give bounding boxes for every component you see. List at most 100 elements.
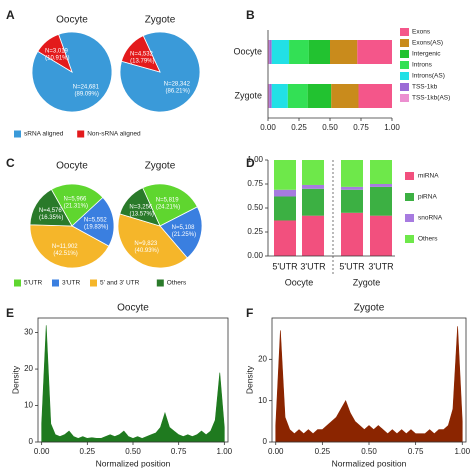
panel-letter: F — [246, 306, 253, 320]
legend-label: 3'UTR — [62, 280, 81, 287]
slice-label-line: N=4,576 — [39, 207, 64, 213]
pie-slice — [117, 213, 188, 269]
pie-slice — [29, 224, 110, 269]
pie-slice — [142, 183, 198, 227]
pie-slice — [159, 206, 203, 259]
legend-swatch — [405, 193, 414, 201]
x-axis-label: Normalized position — [96, 458, 171, 468]
bar-segment — [274, 196, 296, 221]
legend-label: piRNA — [418, 194, 437, 201]
slice-label: N=3,256 (13.57%) — [129, 204, 154, 217]
y-tick-label: 0 — [263, 437, 268, 446]
bar-segment — [274, 220, 296, 256]
x-tick-label: 1.00 — [384, 123, 400, 132]
pie-slice — [37, 33, 73, 73]
y-tick-label: 0 — [29, 437, 34, 446]
x-tick-label: 5'UTR — [339, 261, 365, 271]
legend-label: sRNA aligned — [24, 131, 64, 138]
slice-label: N=4,576 (16.35%) — [39, 207, 64, 220]
bar-segment — [302, 160, 324, 185]
bar-segment — [341, 160, 363, 187]
pie-title: Zygote — [145, 161, 176, 172]
legend-swatch — [156, 279, 164, 287]
slice-label-line: (24.21%) — [156, 204, 180, 210]
legend-label: Others — [418, 236, 438, 243]
bar-segment — [370, 186, 392, 216]
bar-segment — [274, 189, 296, 197]
bar-segment — [271, 40, 290, 64]
x-tick-label: 1.00 — [454, 447, 470, 456]
legend-label: Exons — [412, 29, 431, 36]
legend-swatch — [400, 83, 409, 91]
x-tick-label: 0.50 — [125, 447, 141, 456]
slice-label: N=28,342 (86.21%) — [164, 81, 192, 94]
panel-letter: C — [6, 156, 15, 170]
slice-label-line: N=4,532 — [130, 51, 155, 57]
legend-swatch — [400, 94, 409, 102]
bar-segment — [302, 215, 324, 256]
x-tick-label: 0.00 — [260, 123, 276, 132]
legend-label: Introns — [412, 62, 433, 69]
x-tick-label: 0.25 — [315, 447, 331, 456]
bar-segment — [308, 40, 330, 64]
slice-label-line: (13.57%) — [129, 211, 153, 217]
slice-label-line: N=5,108 — [172, 225, 197, 231]
slice-label-line: (89.09%) — [74, 91, 98, 97]
slice-label-line: (42.51%) — [53, 251, 77, 257]
slice-label-line: N=3,019 — [45, 48, 70, 54]
y-tick-label: 30 — [24, 328, 33, 337]
slice-label-line: (21.31%) — [64, 203, 88, 209]
x-tick-label: 0.00 — [34, 447, 50, 456]
slice-label-line: N=28,342 — [164, 81, 192, 87]
y-tick-label: 10 — [258, 396, 267, 405]
bar-segment — [271, 84, 288, 108]
pie-slice — [71, 196, 115, 247]
x-tick-label: 5'UTR — [272, 261, 298, 271]
bar-segment — [341, 186, 363, 190]
x-tick-label: 3'UTR — [300, 261, 326, 271]
bar-segment — [269, 40, 272, 64]
slice-label: N=4,532 (13.79%) — [130, 51, 155, 64]
legend-swatch — [400, 28, 409, 36]
legend-label: TSS-1kb(AS) — [412, 95, 450, 102]
x-tick-label: 1.00 — [217, 447, 233, 456]
bar-segment — [307, 84, 332, 108]
y-axis-label: Density — [10, 365, 20, 394]
legend-swatch — [405, 172, 414, 180]
legend-label: snoRNA — [418, 215, 443, 222]
bar-segment — [370, 215, 392, 256]
density-area — [275, 326, 463, 443]
slice-label: N=5,819 (24.21%) — [156, 197, 181, 210]
y-tick-label: 0.75 — [247, 179, 263, 188]
pie-slice — [120, 35, 161, 73]
slice-label-line: (21.25%) — [172, 232, 196, 238]
pie-title: Oocyte — [56, 15, 88, 26]
pie-title: Oocyte — [56, 161, 88, 172]
slice-label-line: (40.93%) — [135, 247, 159, 253]
x-axis-label: Normalized position — [332, 458, 407, 468]
bar-segment — [302, 188, 324, 216]
y-tick-label: 1.00 — [247, 155, 263, 164]
slice-label: N=3,019 (10.91%) — [45, 48, 70, 61]
legend-swatch — [405, 235, 414, 243]
slice-label: N=9,823 (40.93%) — [134, 240, 159, 253]
chart-title: Oocyte — [117, 303, 149, 314]
pie-title: Zygote — [145, 15, 176, 26]
plot-frame — [37, 317, 229, 443]
x-tick-label: 0.00 — [268, 447, 284, 456]
slice-label: N=5,552 (19.83%) — [84, 217, 109, 230]
x-tick-label: 3'UTR — [368, 261, 394, 271]
legend-swatch — [14, 130, 21, 138]
slice-label-line: N=3,256 — [129, 204, 154, 210]
legend-label: miRNA — [418, 173, 439, 180]
legend-swatch — [77, 130, 85, 138]
pie-slice — [119, 187, 161, 227]
legend-label: Others — [167, 280, 187, 287]
bar-segment — [269, 84, 272, 108]
group-label: Oocyte — [285, 277, 314, 287]
bar-segment — [287, 84, 308, 108]
slice-label-line: (13.79%) — [130, 58, 154, 64]
legend-swatch — [14, 279, 21, 287]
x-tick-label: 0.75 — [353, 123, 369, 132]
